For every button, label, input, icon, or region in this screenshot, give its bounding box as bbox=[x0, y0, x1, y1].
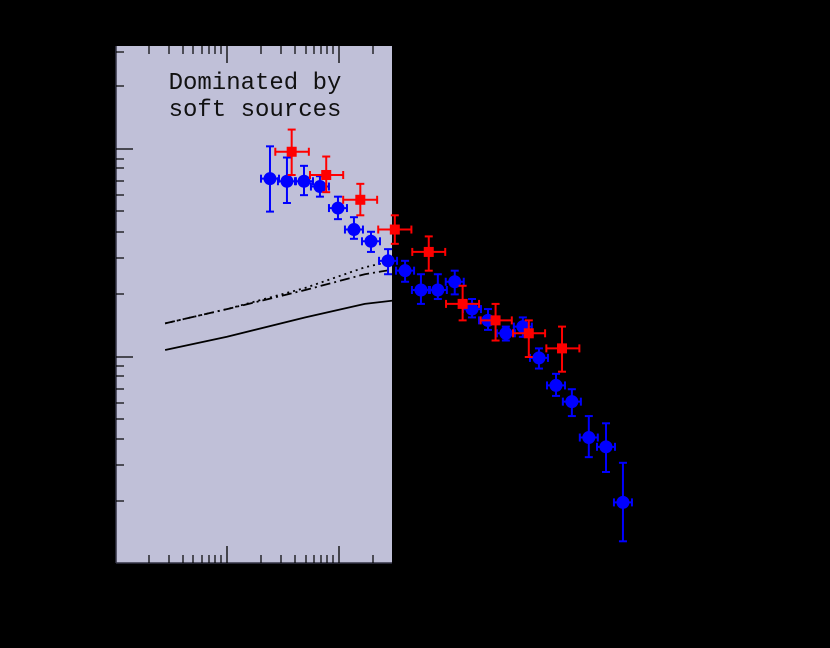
circle-marker bbox=[599, 440, 613, 454]
solid-model-curve bbox=[164, 298, 407, 351]
square-marker bbox=[286, 146, 297, 157]
model-curves bbox=[164, 256, 407, 351]
blue-circle-series bbox=[259, 145, 633, 543]
circle-marker bbox=[297, 174, 311, 188]
circle-marker bbox=[414, 283, 428, 297]
square-marker bbox=[490, 315, 501, 326]
data-point bbox=[578, 415, 599, 459]
data-point bbox=[309, 155, 345, 194]
data-point bbox=[445, 284, 481, 322]
data-point bbox=[427, 273, 448, 301]
annotation-line-2: soft sources bbox=[169, 97, 342, 124]
data-point bbox=[512, 319, 547, 358]
circle-marker bbox=[549, 378, 563, 392]
circle-marker bbox=[347, 223, 361, 237]
circle-marker bbox=[398, 264, 412, 278]
data-point bbox=[595, 422, 616, 473]
data-point bbox=[444, 269, 465, 296]
axis-ticks bbox=[115, 46, 392, 564]
data-point bbox=[378, 248, 399, 276]
annotation-line-1: Dominated by bbox=[169, 70, 342, 97]
soft-sources-shaded-region bbox=[116, 46, 392, 563]
square-marker bbox=[321, 169, 332, 180]
data-point bbox=[495, 325, 516, 342]
data-point bbox=[546, 372, 567, 397]
data-point bbox=[561, 388, 582, 418]
circle-marker bbox=[364, 234, 378, 248]
data-point bbox=[276, 156, 297, 205]
dotted-model-curve bbox=[164, 256, 407, 325]
data-point bbox=[274, 128, 310, 176]
square-marker bbox=[523, 328, 534, 339]
data-point bbox=[479, 302, 513, 342]
square-marker bbox=[457, 298, 468, 309]
circle-marker bbox=[532, 351, 546, 365]
circle-marker bbox=[280, 174, 294, 188]
square-marker bbox=[389, 224, 400, 235]
data-point bbox=[259, 145, 280, 213]
data-point bbox=[343, 216, 364, 240]
circle-marker bbox=[448, 275, 462, 289]
data-point bbox=[612, 461, 633, 543]
circle-marker bbox=[263, 172, 277, 186]
circle-marker bbox=[582, 431, 596, 445]
data-point bbox=[342, 182, 379, 217]
circle-marker bbox=[465, 302, 479, 316]
square-marker bbox=[355, 194, 366, 205]
circle-marker bbox=[313, 180, 327, 194]
data-point bbox=[410, 273, 431, 305]
circle-marker bbox=[565, 395, 579, 409]
circle-marker bbox=[381, 254, 395, 268]
data-point bbox=[395, 259, 416, 283]
red-square-series bbox=[274, 128, 581, 373]
data-series bbox=[259, 128, 633, 543]
square-marker bbox=[557, 343, 568, 354]
data-point bbox=[545, 325, 581, 373]
data-point bbox=[327, 195, 348, 221]
data-point bbox=[309, 175, 330, 198]
circle-marker bbox=[616, 495, 630, 509]
data-point bbox=[377, 214, 413, 245]
square-marker bbox=[423, 246, 434, 257]
data-point bbox=[294, 164, 315, 197]
circle-marker bbox=[499, 326, 513, 340]
data-point bbox=[411, 235, 447, 272]
data-point bbox=[360, 230, 381, 253]
circle-marker bbox=[431, 283, 445, 297]
circle-marker bbox=[331, 201, 345, 215]
